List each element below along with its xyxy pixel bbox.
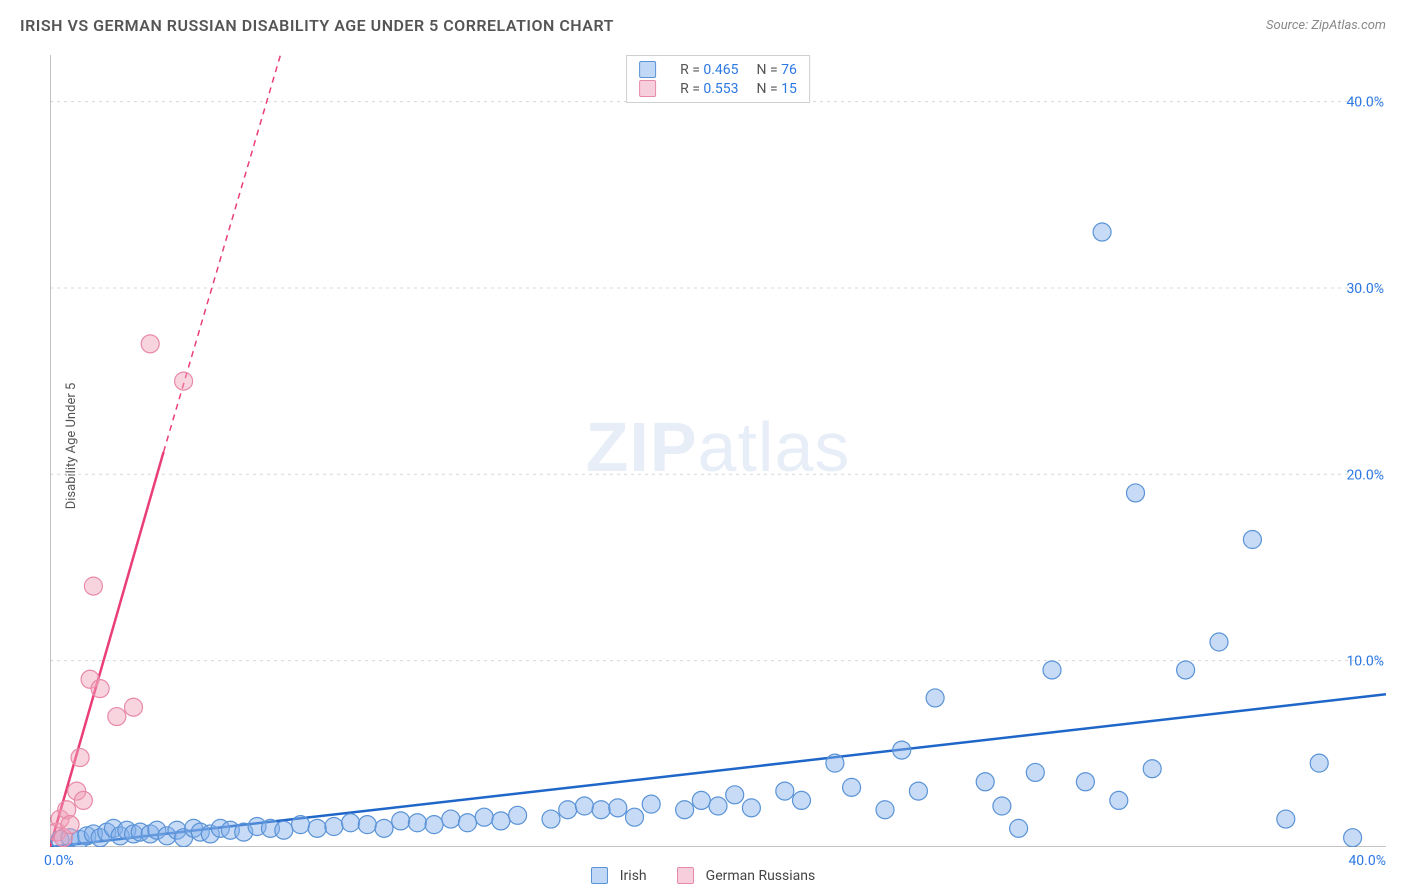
data-point	[609, 799, 627, 817]
legend-swatch	[639, 61, 656, 78]
data-point	[308, 819, 326, 837]
header: IRISH VS GERMAN RUSSIAN DISABILITY AGE U…	[0, 0, 1406, 45]
data-point	[626, 808, 644, 826]
trend-line-extension	[164, 55, 281, 452]
trend-line	[50, 452, 164, 847]
data-point	[509, 806, 527, 824]
data-point	[692, 791, 710, 809]
data-point	[1110, 791, 1128, 809]
legend-label: Irish	[620, 868, 647, 884]
y-tick-label: 20.0%	[1346, 467, 1384, 483]
data-point	[459, 814, 477, 832]
legend-stats-row: R = 0.553N = 15	[639, 79, 797, 98]
data-point	[141, 335, 159, 353]
data-point	[709, 797, 727, 815]
data-point	[993, 797, 1011, 815]
data-point	[475, 808, 493, 826]
y-tick-label: 10.0%	[1346, 654, 1384, 670]
data-point	[592, 801, 610, 819]
data-point	[342, 814, 360, 832]
data-point	[893, 741, 911, 759]
chart-area: 10.0%20.0%30.0%40.0% ZIPatlas R = 0.465N…	[50, 55, 1386, 847]
data-point	[575, 797, 593, 815]
data-point	[408, 814, 426, 832]
page-title: IRISH VS GERMAN RUSSIAN DISABILITY AGE U…	[20, 16, 614, 35]
data-point	[108, 708, 126, 726]
data-point	[392, 812, 410, 830]
data-point	[559, 801, 577, 819]
y-tick-label: 40.0%	[1346, 95, 1384, 111]
legend-swatch	[639, 80, 656, 97]
data-point	[1127, 484, 1145, 502]
data-point	[442, 810, 460, 828]
data-point	[742, 799, 760, 817]
data-point	[1043, 661, 1061, 679]
data-point	[1026, 763, 1044, 781]
data-point	[325, 818, 343, 836]
data-point	[676, 801, 694, 819]
data-point	[292, 816, 310, 834]
data-point	[74, 791, 92, 809]
data-point	[1076, 773, 1094, 791]
data-point	[1143, 760, 1161, 778]
scatter-plot-svg: 10.0% 20.0% 30.0% 40.0%	[50, 55, 1386, 847]
data-point	[776, 782, 794, 800]
legend-swatch	[677, 867, 694, 884]
data-point	[175, 372, 193, 390]
legend-item: Irish	[591, 867, 647, 884]
legend-label: German Russians	[706, 868, 816, 884]
y-tick-label: 30.0%	[1346, 281, 1384, 297]
data-point	[425, 816, 443, 834]
source-attribution: Source: ZipAtlas.com	[1266, 18, 1386, 33]
data-point	[61, 816, 79, 834]
data-point	[358, 816, 376, 834]
data-point	[375, 819, 393, 837]
data-point	[726, 786, 744, 804]
legend-series: Irish German Russians	[0, 867, 1406, 884]
data-point	[793, 791, 811, 809]
data-point	[1210, 633, 1228, 651]
data-point	[976, 773, 994, 791]
legend-stats: R = 0.465N = 76R = 0.553N = 15	[626, 55, 810, 103]
data-point	[1010, 819, 1028, 837]
data-point	[542, 810, 560, 828]
data-point	[1243, 531, 1261, 549]
data-point	[1344, 829, 1362, 847]
data-point	[492, 812, 510, 830]
data-point	[926, 689, 944, 707]
data-point	[84, 577, 102, 595]
data-point	[909, 782, 927, 800]
data-point	[91, 680, 109, 698]
data-point	[642, 795, 660, 813]
data-point	[71, 749, 89, 767]
legend-swatch	[591, 867, 608, 884]
data-point	[1177, 661, 1195, 679]
data-point	[1093, 223, 1111, 241]
data-point	[843, 778, 861, 796]
data-point	[1277, 810, 1295, 828]
data-point	[125, 698, 143, 716]
data-point	[275, 821, 293, 839]
data-point	[1310, 754, 1328, 772]
data-point	[876, 801, 894, 819]
data-point	[826, 754, 844, 772]
legend-item: German Russians	[677, 867, 816, 884]
legend-stats-row: R = 0.465N = 76	[639, 60, 797, 79]
